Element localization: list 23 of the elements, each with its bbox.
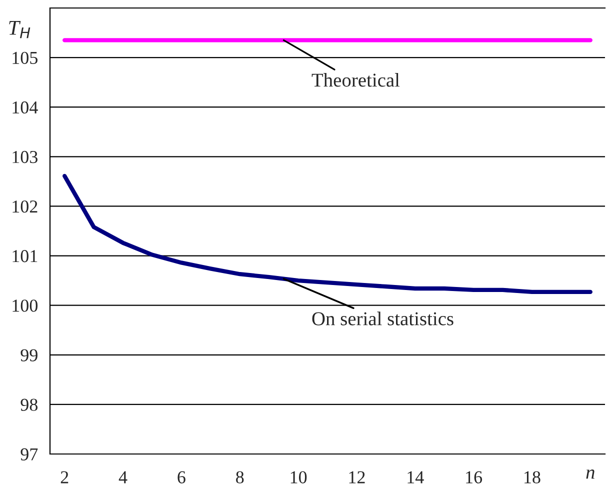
x-axis-title: n [586,469,594,479]
y-tick-label: 103 [12,150,38,164]
x-tick-label: 4 [118,471,128,484]
y-tick-label: 100 [12,300,38,312]
series-label: On serial statistics [312,312,454,326]
y-tick-label: 101 [12,250,38,262]
y-tick-label: 98 [20,398,38,411]
x-tick-label: 18 [524,471,540,484]
y-tick-label: 105 [12,52,38,64]
x-tick-label: 8 [236,471,244,484]
series-label: Theoretical [312,73,400,87]
y-tick-label: 104 [12,101,38,114]
x-tick-label: 12 [349,471,365,484]
y-tick-label: 102 [12,200,38,213]
y-tick-label: 97 [20,448,38,460]
x-tick-label: 6 [178,471,186,484]
x-tick-label: 10 [290,471,307,484]
line-series [62,174,592,294]
x-tick-label: 14 [408,471,424,484]
y-axis-title: T$_{H}$ [9,21,30,38]
x-tick-label: 2 [60,471,68,484]
y-tick-label: 99 [20,349,38,362]
x-tick-label: 16 [466,471,482,484]
